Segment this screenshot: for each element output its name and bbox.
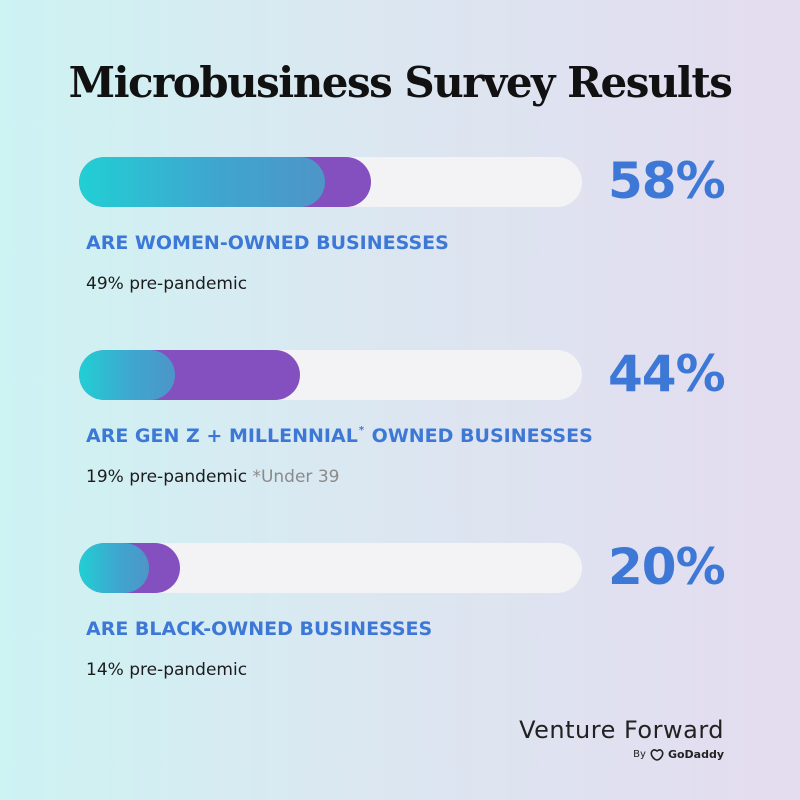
bar-row-gen-z-millennial-owned: 44% ARE GEN Z + MILLENNIAL* OWNED BUSINE… (0, 345, 800, 530)
pre-pandemic-label: 49% pre-pandemic (86, 274, 248, 294)
bar-pre-pandemic-value (79, 157, 325, 207)
category-label: ARE GEN Z + MILLENNIAL* OWNED BUSINESSES (86, 425, 593, 447)
pre-pandemic-label: 19% pre-pandemic *Under 39 (86, 467, 340, 487)
godaddy-logo-icon (650, 748, 664, 761)
brand-name: Venture Forward (519, 716, 724, 744)
bar-track (79, 543, 582, 593)
bar-row-black-owned: 20% ARE BLACK-OWNED BUSINESSES 14% pre-p… (0, 538, 800, 723)
brand-byline: By GoDaddy (633, 748, 724, 761)
footnote-under-39: *Under 39 (252, 467, 340, 487)
brand-logo: Venture Forward By GoDaddy (519, 716, 724, 762)
bar-track (79, 350, 582, 400)
percent-label: 20% (608, 538, 726, 596)
category-label: ARE WOMEN-OWNED BUSINESSES (86, 232, 449, 254)
percent-label: 44% (608, 345, 726, 403)
bar-track (79, 157, 582, 207)
bar-row-women-owned: 58% ARE WOMEN-OWNED BUSINESSES 49% pre-p… (0, 152, 800, 337)
category-label: ARE BLACK-OWNED BUSINESSES (86, 618, 433, 640)
bar-pre-pandemic-value (79, 350, 175, 400)
pre-pandemic-label: 14% pre-pandemic (86, 660, 248, 680)
chart-title: Microbusiness Survey Results (68, 58, 733, 107)
bar-pre-pandemic-value (79, 543, 149, 593)
percent-label: 58% (608, 152, 726, 210)
